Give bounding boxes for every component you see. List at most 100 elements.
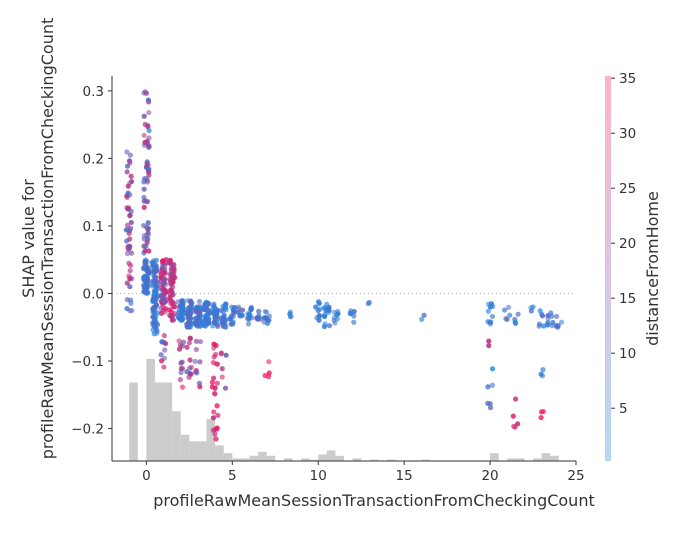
scatter-point (177, 377, 183, 383)
scatter-point (511, 423, 517, 429)
scatter-point (487, 401, 493, 407)
scatter-point (167, 297, 174, 303)
scatter-point (315, 308, 321, 314)
scatter-point (332, 320, 338, 326)
scatter-point (175, 299, 181, 305)
scatter-point (421, 312, 427, 318)
scatter-point (127, 284, 133, 290)
scatter-point (125, 190, 131, 196)
histogram-bar (301, 458, 310, 461)
x-tick-label: 25 (567, 468, 584, 484)
histogram-bar (369, 459, 379, 461)
scatter-point (158, 358, 165, 364)
scatter-point (347, 310, 353, 317)
y-tick-label: −0.2 (71, 422, 104, 438)
scatter-point (211, 345, 217, 351)
scatter-point (141, 132, 147, 138)
histogram-bar (266, 455, 276, 461)
scatter-point (153, 289, 159, 296)
scatter-point (125, 222, 131, 228)
scatter-point (193, 308, 199, 315)
scatter-point (212, 385, 218, 391)
scatter-point (188, 298, 194, 304)
scatter-point (161, 333, 167, 339)
histogram-bar (129, 382, 138, 461)
colorbar-title: distanceFromHome (643, 191, 662, 346)
scatter-point (214, 322, 221, 328)
scatter-point (153, 325, 159, 331)
histogram-bar (172, 411, 181, 461)
histogram-bar (352, 458, 362, 461)
scatter-point (145, 226, 151, 232)
scatter-point (158, 305, 164, 311)
scatter-point (489, 366, 496, 372)
scatter-point (419, 316, 425, 322)
scatter-point (124, 169, 130, 175)
scatter-point (536, 323, 542, 329)
scatter-point (215, 412, 221, 418)
scatter-point (145, 97, 152, 103)
scatter-point (158, 352, 164, 358)
scatter-point (512, 396, 519, 402)
scatter-point (169, 284, 176, 290)
scatter-point (166, 307, 173, 313)
scatter-point (145, 269, 151, 275)
histogram-bar (189, 441, 198, 461)
colorbar (605, 76, 611, 461)
histogram-bar (146, 358, 155, 461)
scatter-point (254, 315, 260, 322)
scatter-point (505, 304, 512, 311)
histogram-layer (129, 358, 559, 461)
scatter-point (313, 304, 319, 310)
scatter-point (127, 213, 133, 219)
y-axis-title-line: profileRawMeanSessionTransactionFromChec… (38, 18, 57, 459)
scatter-point (316, 317, 322, 324)
y-tick-label: 0.1 (83, 219, 104, 235)
y-tick-label: −0.1 (71, 354, 104, 370)
histogram-bar (335, 455, 344, 461)
scatter-point (144, 239, 150, 245)
y-tick-label: 0.2 (83, 151, 104, 167)
scatter-point (549, 323, 555, 329)
x-axis-title: profileRawMeanSessionTransactionFromChec… (153, 491, 594, 510)
colorbar-tick-label: 5 (619, 401, 628, 417)
scatter-point (128, 219, 134, 226)
scatter-point (143, 277, 150, 283)
scatter-point (265, 320, 271, 326)
scatter-point (212, 431, 218, 437)
scatter-point (195, 316, 201, 322)
scatter-point (263, 309, 270, 315)
scatter-point (185, 312, 191, 318)
scatter-point (538, 414, 544, 421)
histogram-bar (180, 434, 190, 461)
scatter-point (326, 323, 333, 329)
scatter-point (152, 320, 158, 326)
scatter-point (127, 236, 133, 242)
scatter-point (214, 313, 220, 319)
scatter-point (162, 309, 168, 315)
scatter-point (540, 367, 546, 373)
scatter-point (143, 263, 149, 269)
x-axis-ticks: 0 5 10 15 20 25 (142, 461, 585, 484)
scatter-point (192, 358, 198, 364)
x-tick-label: 0 (142, 468, 151, 484)
scatter-point (553, 323, 560, 329)
scatter-point (196, 380, 203, 386)
scatter-point (144, 198, 150, 205)
colorbar-tick-label: 35 (619, 71, 636, 87)
scatter-point (145, 123, 151, 129)
scatter-point (179, 307, 185, 314)
scatter-point (214, 380, 220, 386)
scatter-point (193, 346, 199, 353)
y-axis-ticks: −0.2 −0.1 0.0 0.1 0.2 0.3 (71, 84, 112, 438)
scatter-point (124, 280, 130, 286)
scatter-point (125, 246, 131, 253)
scatter-point (128, 250, 135, 256)
scatter-point (334, 312, 340, 318)
scatter-point (203, 299, 209, 305)
histogram-bar (249, 455, 259, 461)
scatter-point (366, 299, 372, 305)
scatter-point (218, 308, 224, 314)
scatter-point (141, 194, 147, 201)
scatter-point (206, 308, 212, 314)
